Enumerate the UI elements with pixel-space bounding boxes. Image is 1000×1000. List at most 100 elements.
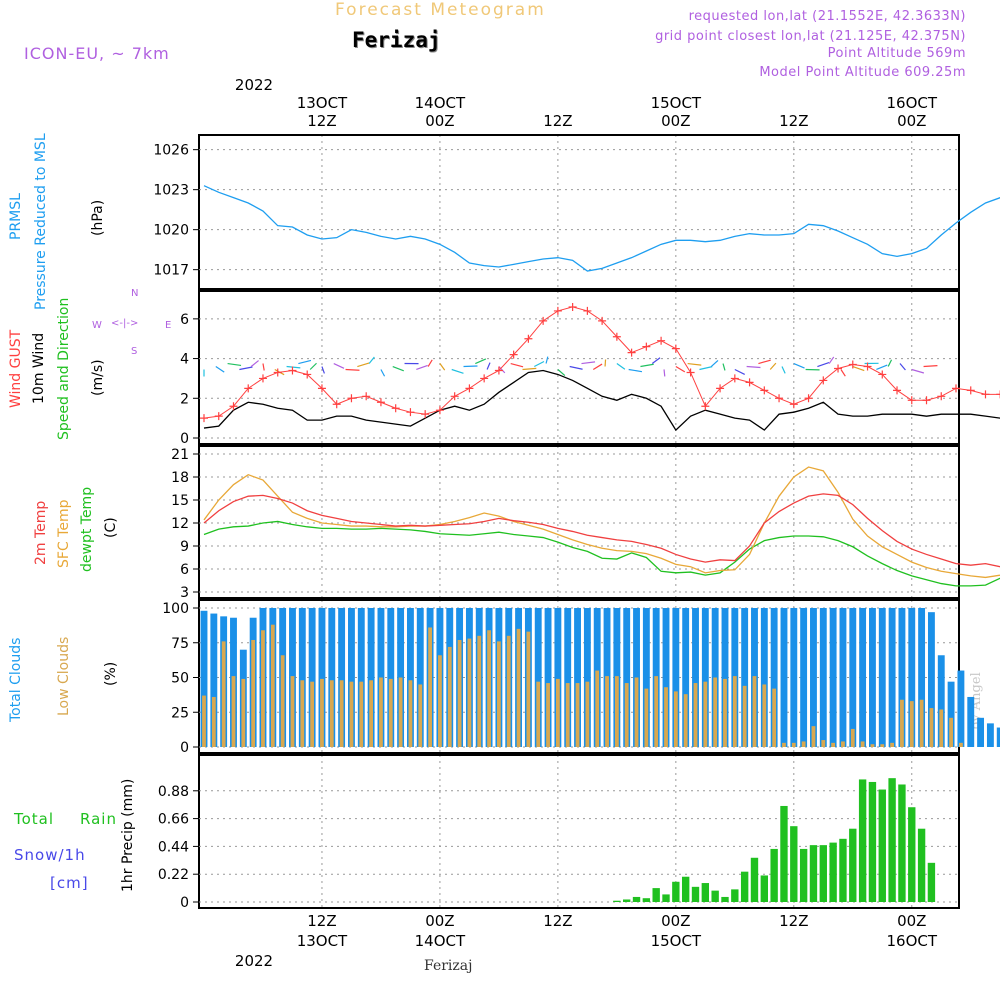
total-cloud-bar [869,608,876,747]
total-cloud-bar [721,608,729,747]
wind-ytick-label: 0 [180,431,189,447]
wind-gust-point [509,350,518,359]
low-cloud-bar [290,676,295,747]
wind-arrow [769,362,777,370]
compass-arrows-icon: <-|-> [111,318,139,329]
total-cloud-bar [741,608,749,747]
clouds-ytick-label: 25 [171,705,189,721]
precip-bar [839,838,847,902]
precip-bar [642,898,651,902]
bottom-date-label: 14OCT [414,932,466,950]
low-cloud-bar [418,684,423,747]
wind-gust-point [229,402,238,411]
low-cloud-bar [369,680,374,747]
compass-w: W [92,320,102,331]
low-cloud-bar [732,676,737,747]
wind-gust-point [775,394,784,403]
bottom-hour-label: 00Z [425,912,455,930]
total-cloud-bar [534,608,542,747]
total-cloud-bar [308,608,316,747]
precip-bar [799,848,808,902]
wind-panel-frame [198,290,960,445]
wind-gust-point [465,384,474,393]
total-cloud-bar [623,608,631,747]
precip-bar [829,842,837,902]
wind-arrow [427,359,433,367]
total-cloud-bar [583,608,591,747]
precip-bar [721,896,729,902]
precip-bar [740,871,749,902]
wind-arrow [416,364,428,371]
wind-arrow [309,362,317,370]
wind-gust-point [701,402,710,411]
low-cloud-bar [605,676,609,747]
top-hour-label: 12Z [307,112,337,130]
low-cloud-bar [339,680,344,747]
temp-ytick-label: 9 [180,539,189,555]
wind-arrow [675,365,686,373]
low-cloud-bar [713,677,718,747]
low-cloud-bar [349,681,354,747]
low-cloud-bar [683,694,688,747]
wind-arrow [486,362,491,370]
total-cloud-bar [672,608,680,747]
wind-gust-point [598,316,607,325]
temp-ytick-label: 15 [171,493,189,509]
wind-arrow [498,366,506,374]
wind-arrow [451,368,464,374]
pressure-ytick-label: 1020 [153,223,189,239]
wind-10m-line [203,369,1000,432]
location-title: Ferizaj [352,28,441,52]
wind-ytick-label: 6 [180,312,189,328]
total-cloud-bar [574,608,581,747]
precip-ytick-label: 0.44 [158,839,189,855]
low-cloud-bar [870,744,875,747]
bottom-hour-label: 12Z [543,912,573,930]
wind-arrow [840,369,846,377]
bottom-hour-label: 00Z [897,912,927,930]
wind-gust-point [273,368,282,377]
low-cloud-bar [664,687,668,747]
total-cloud-bar [819,608,827,747]
temp-panel-frame [198,445,960,599]
clouds-ytick-label: 50 [171,671,189,687]
low-cloud-bar [949,717,953,747]
low-cloud-bar [644,688,649,747]
bottom-date-label: 13OCT [296,932,348,950]
wind-gust-point [362,392,371,401]
top-hour-label: 00Z [425,112,455,130]
low-cloud-bar [280,655,285,747]
model-altitude: Model Point Altitude 609.25m [759,65,966,80]
wind-gust-point [760,386,769,395]
total-cloud-bar [996,727,1000,747]
low-cloud-bar [791,742,796,747]
footer-location: Ferizaj [424,958,473,974]
wind-gust-point [893,386,902,395]
low-cloud-bar [546,683,550,747]
precip-bar [849,828,857,902]
pressure-panel-frame [198,134,960,290]
low-cloud-bar [251,639,256,747]
top-date-label: 15OCT [650,94,702,112]
wind-arrow [250,360,259,367]
total-cloud-bar [927,612,935,747]
total-cloud-bar [210,613,218,747]
low-cloud-bar [270,624,275,747]
wind-arrow [581,361,596,365]
low-cloud-bar [595,670,600,747]
total-cloud-bar [642,608,650,747]
wind-arrow [215,366,225,373]
total-cloud-bar [298,608,306,747]
wind-gust-point [435,406,444,415]
precip-snow-label: Snow/1h [14,846,86,864]
low-cloud-bar [860,741,865,747]
total-cloud-bar [898,608,906,747]
low-cloud-bar [841,741,845,747]
wind-arrow [911,368,925,374]
sfc-temp-line [203,466,1000,579]
bottom-date-label: 15OCT [650,932,702,950]
low-cloud-bar [654,676,659,747]
total-cloud-bar [338,608,346,747]
t2m-line [203,493,1000,568]
